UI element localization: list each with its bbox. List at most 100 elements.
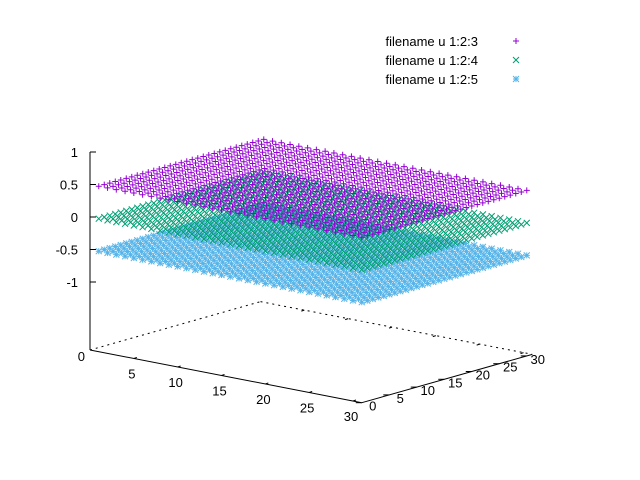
data-point bbox=[456, 262, 464, 270]
data-point bbox=[164, 232, 172, 240]
data-point bbox=[302, 285, 310, 293]
data-point bbox=[398, 210, 405, 217]
data-point bbox=[470, 262, 478, 270]
data-point bbox=[366, 271, 374, 279]
data-point bbox=[178, 232, 186, 240]
data-point bbox=[281, 257, 289, 265]
data-point bbox=[497, 182, 504, 189]
data-point bbox=[278, 254, 286, 262]
data-point bbox=[326, 274, 334, 282]
data-point bbox=[200, 268, 208, 275]
data-point bbox=[328, 290, 336, 298]
data-point bbox=[374, 265, 381, 272]
data-point bbox=[415, 184, 422, 191]
data-point bbox=[297, 180, 304, 187]
data-point bbox=[330, 212, 337, 219]
data-point bbox=[402, 200, 409, 207]
data-point bbox=[323, 271, 331, 278]
data-point bbox=[273, 256, 280, 263]
data-point bbox=[379, 219, 386, 226]
data-point bbox=[170, 187, 177, 194]
data-point bbox=[194, 176, 201, 183]
data-point bbox=[248, 152, 255, 159]
data-point bbox=[396, 194, 403, 201]
data-point bbox=[440, 242, 448, 250]
data-point bbox=[240, 158, 247, 165]
data-point bbox=[479, 199, 486, 206]
data-point bbox=[204, 185, 211, 192]
data-point bbox=[222, 197, 229, 204]
data-point bbox=[369, 274, 377, 282]
data-point bbox=[209, 237, 217, 245]
data-point bbox=[213, 187, 220, 194]
data-point bbox=[465, 199, 472, 206]
data-point bbox=[427, 168, 434, 175]
data-point bbox=[148, 172, 155, 179]
data-point bbox=[301, 277, 309, 285]
data-point bbox=[498, 190, 505, 197]
data-point bbox=[320, 288, 327, 296]
data-point bbox=[218, 207, 225, 213]
data-point bbox=[272, 183, 279, 190]
data-point bbox=[482, 246, 490, 254]
data-point bbox=[243, 204, 250, 211]
data-point bbox=[316, 285, 324, 293]
data-point bbox=[244, 141, 251, 148]
data-point bbox=[273, 149, 280, 156]
data-point bbox=[319, 259, 326, 267]
data-point bbox=[314, 290, 322, 298]
data-point bbox=[276, 144, 283, 151]
data-point bbox=[325, 287, 333, 294]
data-point bbox=[462, 236, 470, 244]
data-point bbox=[278, 275, 286, 283]
data-point bbox=[416, 213, 423, 220]
y-tick-label: 25 bbox=[503, 360, 517, 375]
data-point bbox=[320, 161, 327, 168]
data-point bbox=[241, 187, 248, 194]
data-point bbox=[245, 149, 252, 156]
data-point bbox=[234, 173, 241, 180]
data-point bbox=[306, 203, 313, 210]
data-point bbox=[368, 202, 375, 209]
data-point bbox=[221, 189, 228, 196]
data-point bbox=[289, 207, 296, 214]
data-point bbox=[229, 161, 236, 168]
data-point bbox=[316, 212, 323, 219]
data-point bbox=[477, 248, 485, 256]
data-point bbox=[382, 266, 390, 274]
data-point bbox=[418, 208, 425, 215]
data-point bbox=[292, 160, 299, 167]
data-point bbox=[348, 174, 355, 181]
data-point bbox=[166, 248, 174, 256]
data-point bbox=[312, 274, 320, 281]
data-point bbox=[258, 276, 266, 284]
data-point bbox=[136, 188, 143, 195]
data-point bbox=[341, 188, 348, 195]
y-tick-label: 5 bbox=[397, 391, 404, 406]
data-point bbox=[209, 205, 216, 212]
data-point bbox=[156, 238, 164, 246]
data-point bbox=[407, 284, 415, 292]
data-point bbox=[242, 260, 250, 268]
data-point bbox=[336, 190, 343, 197]
data-point bbox=[288, 252, 295, 260]
data-point bbox=[464, 256, 471, 264]
data-point bbox=[176, 258, 184, 266]
data-point bbox=[126, 178, 133, 185]
data-point bbox=[452, 207, 459, 214]
data-point bbox=[284, 188, 291, 195]
data-point bbox=[287, 212, 294, 219]
data-point bbox=[426, 275, 434, 283]
data-point bbox=[442, 262, 449, 270]
data-point bbox=[343, 205, 350, 211]
data-point bbox=[168, 243, 176, 251]
data-point bbox=[225, 265, 233, 272]
data-point bbox=[490, 228, 498, 236]
data-point bbox=[327, 188, 334, 195]
data-point bbox=[423, 207, 430, 214]
data-point bbox=[338, 279, 346, 286]
data-point bbox=[181, 184, 188, 191]
data-point bbox=[253, 278, 260, 286]
data-point bbox=[127, 186, 134, 193]
data-point bbox=[270, 188, 277, 195]
